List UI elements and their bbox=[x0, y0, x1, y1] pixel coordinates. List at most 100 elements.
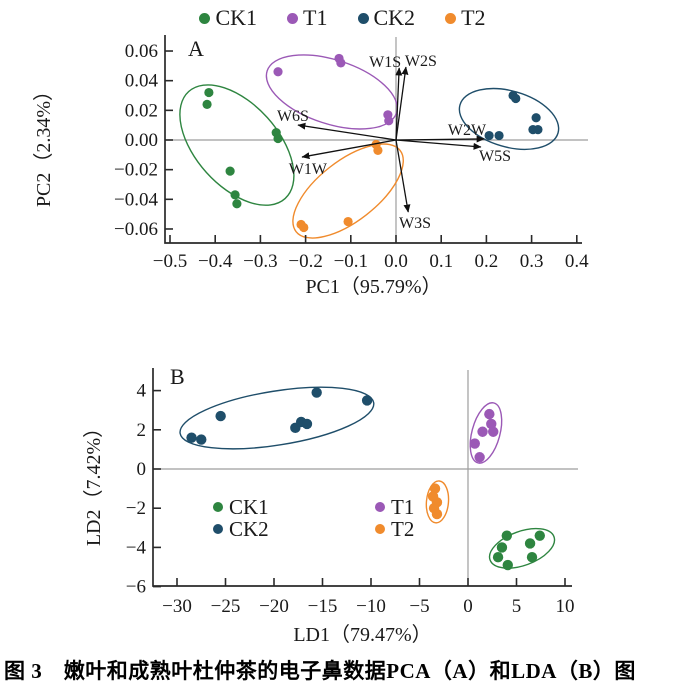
T1-point bbox=[484, 408, 495, 420]
x-tick-label: −5 bbox=[409, 596, 429, 617]
CK1-point bbox=[524, 538, 536, 549]
legend-label-t1: T1 bbox=[391, 495, 414, 519]
CK2-point bbox=[301, 418, 313, 430]
legend-dot-t2-icon bbox=[375, 524, 385, 534]
loading-arrow-W5S: W5S bbox=[395, 139, 511, 165]
W1S-arrow-label: W1S bbox=[369, 54, 401, 71]
x-tick-label: −0.4 bbox=[198, 251, 233, 272]
W2S-arrow-line bbox=[395, 66, 409, 141]
series-CK2 bbox=[179, 386, 375, 450]
T1-point bbox=[469, 438, 480, 449]
W3S-arrow-line bbox=[395, 139, 411, 213]
legend-label-ck2: CK2 bbox=[373, 5, 416, 30]
loading-arrow-W6S: W6S bbox=[277, 108, 397, 141]
y-tick-label: 0 bbox=[137, 459, 147, 480]
legend-item-t1: T1 bbox=[287, 5, 328, 31]
series-CK2 bbox=[458, 87, 560, 151]
legend-dot-t2-icon bbox=[445, 12, 457, 24]
CK1-point bbox=[230, 190, 240, 200]
W2W-arrow-label: W2W bbox=[448, 122, 487, 139]
series-T1 bbox=[469, 402, 503, 464]
W2S-arrow-label: W2S bbox=[405, 53, 437, 70]
CK1-point bbox=[496, 542, 508, 553]
y-tick-label: 2 bbox=[137, 420, 147, 441]
CK1-point bbox=[225, 166, 235, 176]
panel-A-axes: −0.5 −0.4 −0.3 −0.2 −0.1 0.0 0.1 0.2 0.3 0.4 0.06 0… bbox=[114, 35, 589, 272]
legend-label-ck2: CK2 bbox=[229, 517, 269, 541]
y-tick-label: −0.02 bbox=[114, 160, 158, 181]
W5S-arrow-line bbox=[395, 139, 482, 150]
y-axis-title: LD2（7.42%） bbox=[82, 418, 105, 546]
T2-point bbox=[429, 483, 441, 494]
panel-B-axes: −30 −25 −20 −15 −10 −5 0 5 10 4 2 0 −2 −4 −6 bbox=[126, 368, 575, 617]
legend-label-ck1: CK1 bbox=[215, 5, 258, 30]
W1W-arrow-label: W1W bbox=[289, 161, 328, 178]
y-tick-label: −6 bbox=[126, 577, 146, 598]
legend-label-t1: T1 bbox=[303, 5, 328, 30]
axis-spines bbox=[164, 35, 582, 244]
y-tick-label: −0.06 bbox=[114, 219, 158, 240]
T2-point bbox=[299, 222, 309, 233]
loading-arrow-W1S: W1S bbox=[369, 54, 403, 141]
loading-arrow-W3S: W3S bbox=[395, 139, 431, 232]
legend-dot-ck1-icon bbox=[213, 502, 223, 512]
legend-item-t2: T2 bbox=[445, 5, 486, 31]
CK2-cluster-ellipse bbox=[458, 87, 560, 151]
x-tick-label: 0 bbox=[463, 596, 473, 617]
CK1-point bbox=[273, 133, 283, 144]
x-tick-label: −0.2 bbox=[288, 251, 322, 272]
x-tick-label: 10 bbox=[556, 596, 575, 617]
x-tick-label: 0.2 bbox=[475, 251, 499, 272]
x-tick-label: 0.4 bbox=[565, 251, 589, 272]
W5S-arrow-label: W5S bbox=[479, 148, 511, 165]
x-tick-label: 0.3 bbox=[520, 251, 544, 272]
loading-arrow-W1W: W1W bbox=[289, 139, 397, 178]
T1-point bbox=[273, 67, 283, 77]
x-axis-title: PC1（95.79%） bbox=[305, 275, 441, 298]
legend-label-ck1: CK1 bbox=[229, 495, 269, 519]
CK2-point bbox=[494, 130, 504, 141]
series-T2 bbox=[292, 139, 404, 239]
T1-point bbox=[486, 418, 497, 430]
y-tick-label: 0.04 bbox=[125, 71, 159, 92]
series-T1 bbox=[265, 53, 398, 130]
figure-caption: 图 3 嫩叶和成熟叶杜仲茶的电子鼻数据PCA（A）和LDA（B）图 bbox=[4, 659, 636, 683]
CK2-point bbox=[186, 432, 197, 443]
panel-label-B: B bbox=[170, 364, 185, 389]
x-tick-label: 0.0 bbox=[384, 251, 408, 272]
y-tick-label: 4 bbox=[137, 381, 147, 402]
T1-cluster-ellipse bbox=[469, 402, 503, 464]
series-CK1 bbox=[488, 527, 556, 571]
y-tick-label: −2 bbox=[126, 498, 146, 519]
T2-cluster-ellipse bbox=[292, 143, 404, 239]
x-tick-label: −25 bbox=[211, 596, 241, 617]
x-tick-label: −10 bbox=[356, 596, 386, 617]
CK1-point bbox=[492, 552, 504, 563]
CK2-point bbox=[531, 113, 541, 123]
x-tick-label: 0.1 bbox=[429, 251, 453, 272]
CK1-point bbox=[526, 552, 538, 563]
CK1-point bbox=[502, 559, 513, 571]
T1-point bbox=[384, 116, 394, 126]
y-tick-label: −4 bbox=[126, 537, 147, 558]
W6S-arrow-line bbox=[297, 122, 397, 141]
series-CK1 bbox=[179, 84, 295, 209]
legend-label-t2: T2 bbox=[391, 517, 414, 541]
T2-point bbox=[343, 216, 353, 227]
W2W-arrow-line bbox=[395, 135, 485, 143]
CK2-point bbox=[533, 125, 543, 135]
T2-cluster-ellipse bbox=[425, 480, 450, 524]
T1-point bbox=[474, 452, 485, 463]
CK2-point bbox=[196, 434, 207, 445]
legend-dot-t1-icon bbox=[375, 502, 385, 512]
x-tick-label: −15 bbox=[308, 596, 338, 617]
legend-item-ck2: CK2 bbox=[357, 5, 416, 31]
y-tick-label: 0.00 bbox=[125, 130, 158, 151]
CK1-cluster-ellipse bbox=[179, 84, 295, 206]
series-T2 bbox=[425, 480, 450, 524]
y-tick-label: −0.04 bbox=[114, 189, 158, 210]
W3S-arrow-label: W3S bbox=[399, 215, 431, 232]
